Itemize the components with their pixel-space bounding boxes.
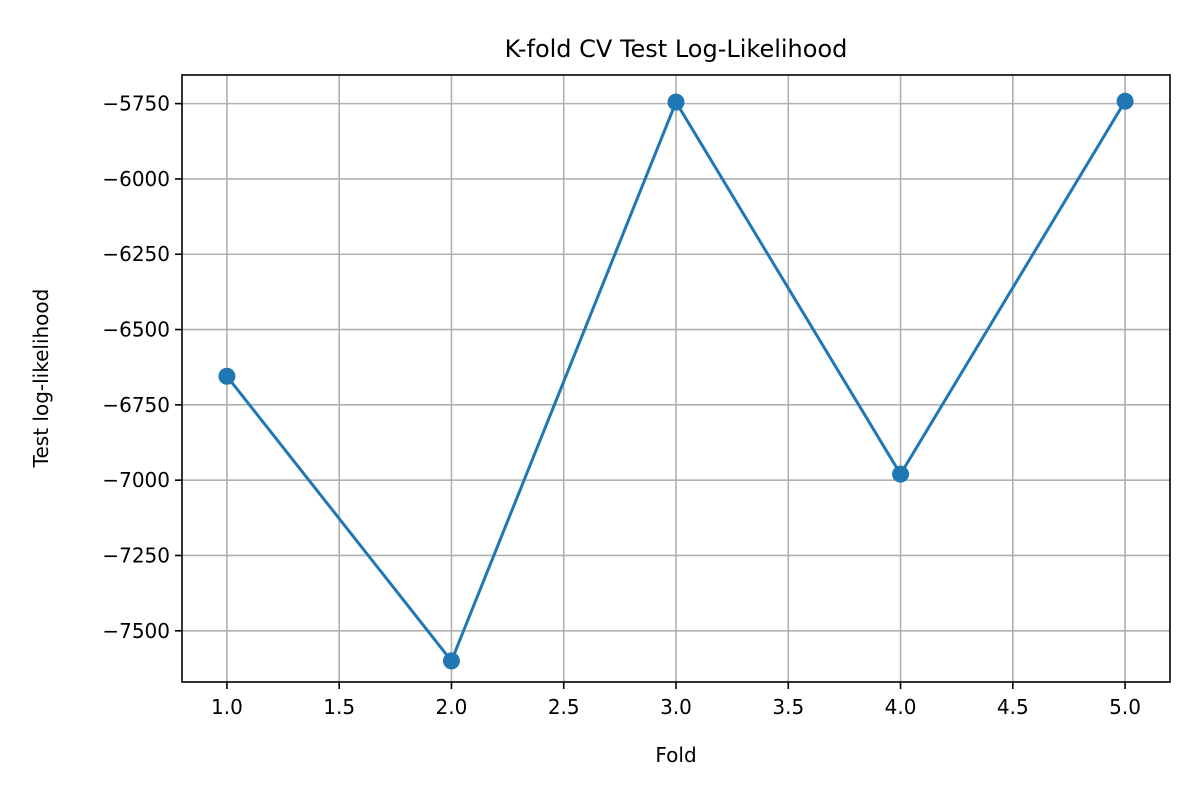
y-axis-label: Test log-likelihood bbox=[29, 289, 53, 469]
x-tick-label: 3.5 bbox=[772, 695, 804, 719]
data-point bbox=[442, 652, 460, 670]
x-tick-label: 1.0 bbox=[211, 695, 243, 719]
series-layer bbox=[218, 92, 1134, 670]
grid bbox=[182, 75, 1170, 682]
x-tick-label: 4.0 bbox=[885, 695, 917, 719]
data-point bbox=[1116, 92, 1134, 110]
y-tick-label: −7250 bbox=[102, 543, 170, 567]
y-tick-label: −6500 bbox=[102, 318, 170, 342]
y-tick-label: −7500 bbox=[102, 619, 170, 643]
x-tick-label: 4.5 bbox=[997, 695, 1029, 719]
x-tick-label: 2.5 bbox=[548, 695, 580, 719]
data-point bbox=[667, 93, 685, 111]
data-point bbox=[218, 367, 236, 385]
x-tick-label: 5.0 bbox=[1109, 695, 1141, 719]
axis-ticks: 1.0 1.5 2.0 2.5 3.0 3.5 4.0 4.5 5.0 −5750 −6000 −62… bbox=[102, 92, 1141, 719]
y-tick-label: −7000 bbox=[102, 468, 170, 492]
y-tick-label: −6750 bbox=[102, 393, 170, 417]
y-tick-label: −6000 bbox=[102, 167, 170, 191]
chart-title: K-fold CV Test Log-Likelihood bbox=[505, 35, 848, 63]
x-tick-label: 1.5 bbox=[323, 695, 355, 719]
x-axis-label: Fold bbox=[655, 743, 696, 767]
x-tick-label: 3.0 bbox=[660, 695, 692, 719]
x-tick-label: 2.0 bbox=[436, 695, 468, 719]
y-tick-label: −5750 bbox=[102, 92, 170, 116]
y-tick-label: −6250 bbox=[102, 242, 170, 266]
data-point bbox=[892, 465, 910, 483]
